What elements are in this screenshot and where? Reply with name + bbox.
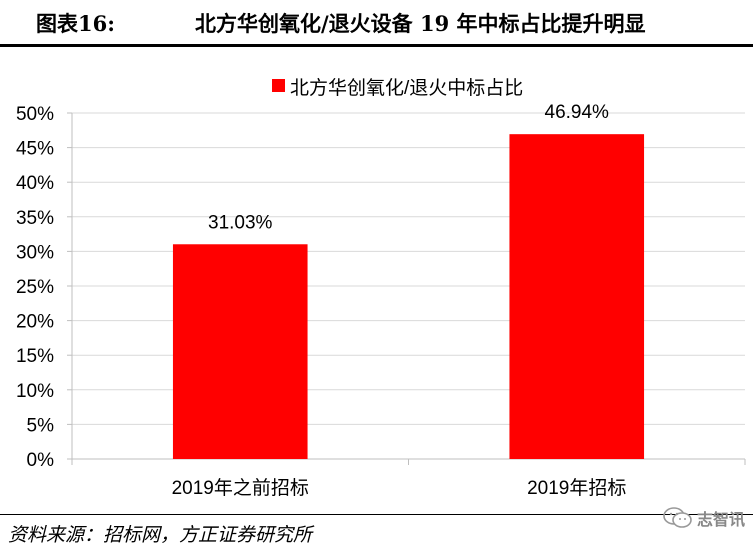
bar <box>509 134 645 459</box>
y-tick-label: 20% <box>16 312 54 333</box>
y-tick-label: 35% <box>16 208 54 229</box>
wechat-icon <box>663 507 692 528</box>
header-rule <box>0 44 753 47</box>
y-tick-label: 30% <box>16 242 54 263</box>
y-tick-label: 10% <box>16 381 54 402</box>
footer-rule <box>0 514 753 515</box>
y-tick-label: 25% <box>16 277 54 298</box>
y-tick-label: 50% <box>16 104 54 125</box>
figure-title: 北方华创氧化/退火设备 19 年中标占比提升明显 <box>195 11 646 36</box>
y-tick-label: 5% <box>27 415 55 436</box>
figure-header: 图表16: 北方华创氧化/退火设备 19 年中标占比提升明显 <box>0 0 753 44</box>
y-tick-label: 0% <box>27 450 55 471</box>
legend-swatch <box>272 79 285 92</box>
data-label: 31.03% <box>208 212 273 233</box>
figure-number: 图表16: <box>36 11 115 36</box>
y-tick-label: 45% <box>16 139 54 160</box>
x-tick-label: 2019年招标 <box>527 477 626 499</box>
watermark-text: 志智讯 <box>696 512 745 529</box>
x-tick-label: 2019年之前招标 <box>172 477 309 499</box>
bar-chart: 0% 5% 10% 15% 20% 25% 30% 35% 40% 45% 50% 31.03% 201… <box>16 77 746 499</box>
y-tick-label: 15% <box>16 346 54 367</box>
source-note: 资料来源：招标网，方正证券研究所 <box>8 524 313 546</box>
watermark: 志智讯 <box>663 506 745 530</box>
legend-label: 北方华创氧化/退火中标占比 <box>290 77 523 99</box>
bar <box>172 244 308 459</box>
data-label: 46.94% <box>545 102 610 123</box>
y-tick-label: 40% <box>16 173 54 194</box>
